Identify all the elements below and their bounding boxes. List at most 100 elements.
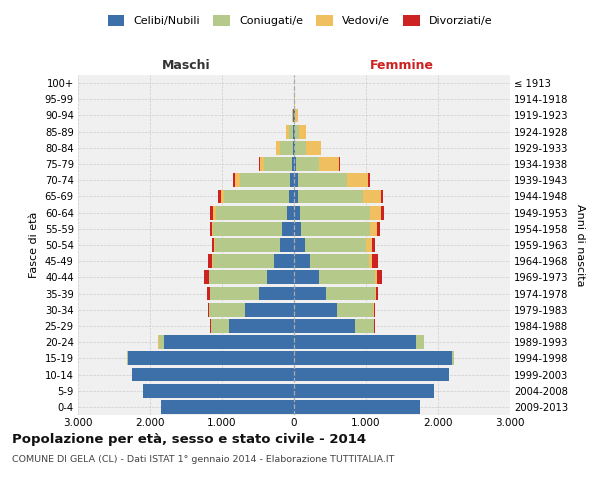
Bar xyxy=(294,190,298,203)
Bar xyxy=(294,400,420,414)
Bar xyxy=(280,238,294,252)
Bar xyxy=(294,254,310,268)
Bar xyxy=(377,222,380,235)
Bar xyxy=(294,384,434,398)
Bar xyxy=(416,336,424,349)
Bar xyxy=(224,190,289,203)
Bar xyxy=(208,254,212,268)
Bar xyxy=(214,206,216,220)
Bar xyxy=(294,222,301,235)
Bar xyxy=(295,108,298,122)
Bar xyxy=(370,206,381,220)
Bar xyxy=(347,174,368,187)
Bar xyxy=(274,254,294,268)
Bar xyxy=(164,336,294,349)
Bar xyxy=(368,174,370,187)
Bar xyxy=(233,174,235,187)
Bar xyxy=(128,352,294,365)
Bar xyxy=(215,238,280,252)
Bar xyxy=(292,108,293,122)
Bar xyxy=(377,270,382,284)
Bar xyxy=(214,222,283,235)
Bar xyxy=(132,368,294,382)
Bar xyxy=(294,174,298,187)
Bar xyxy=(207,286,210,300)
Bar xyxy=(208,303,209,316)
Bar xyxy=(326,286,376,300)
Bar xyxy=(299,125,306,138)
Bar xyxy=(376,270,377,284)
Bar xyxy=(366,238,372,252)
Bar xyxy=(289,190,294,203)
Bar xyxy=(298,190,363,203)
Bar xyxy=(209,270,266,284)
Bar xyxy=(211,286,259,300)
Bar xyxy=(212,222,214,235)
Bar xyxy=(293,141,294,154)
Bar xyxy=(294,303,337,316)
Legend: Celibi/Nubili, Coniugati/e, Vedovi/e, Divorziati/e: Celibi/Nubili, Coniugati/e, Vedovi/e, Di… xyxy=(103,10,497,30)
Bar xyxy=(376,286,378,300)
Bar xyxy=(370,222,377,235)
Bar xyxy=(294,336,416,349)
Bar xyxy=(293,125,294,138)
Bar xyxy=(295,125,299,138)
Bar xyxy=(294,108,295,122)
Bar xyxy=(292,157,294,171)
Bar xyxy=(286,125,289,138)
Bar xyxy=(211,319,229,333)
Bar xyxy=(294,157,296,171)
Bar xyxy=(209,303,245,316)
Bar xyxy=(287,206,294,220)
Bar xyxy=(372,238,376,252)
Bar xyxy=(216,206,287,220)
Bar xyxy=(290,174,294,187)
Bar xyxy=(161,400,294,414)
Bar xyxy=(295,141,306,154)
Bar xyxy=(301,222,370,235)
Bar xyxy=(266,270,294,284)
Bar xyxy=(229,319,294,333)
Text: Femmine: Femmine xyxy=(370,59,434,72)
Bar xyxy=(300,206,370,220)
Bar xyxy=(143,384,294,398)
Bar xyxy=(259,157,260,171)
Bar xyxy=(214,238,215,252)
Bar xyxy=(210,222,212,235)
Bar xyxy=(452,352,454,365)
Bar xyxy=(205,270,209,284)
Bar xyxy=(294,270,319,284)
Bar xyxy=(319,157,340,171)
Bar xyxy=(276,141,280,154)
Bar xyxy=(310,254,369,268)
Y-axis label: Fasce di età: Fasce di età xyxy=(29,212,39,278)
Bar xyxy=(373,254,378,268)
Bar xyxy=(363,190,381,203)
Bar xyxy=(381,206,384,220)
Bar xyxy=(212,254,274,268)
Bar xyxy=(319,270,376,284)
Bar xyxy=(305,238,366,252)
Bar xyxy=(127,352,128,365)
Bar xyxy=(294,125,295,138)
Bar xyxy=(259,286,294,300)
Bar xyxy=(294,141,295,154)
Bar xyxy=(260,157,265,171)
Bar xyxy=(240,174,290,187)
Bar xyxy=(373,303,374,316)
Bar xyxy=(369,254,373,268)
Bar xyxy=(306,141,320,154)
Bar xyxy=(210,206,214,220)
Bar xyxy=(296,157,319,171)
Text: Popolazione per età, sesso e stato civile - 2014: Popolazione per età, sesso e stato civil… xyxy=(12,432,366,446)
Bar xyxy=(294,286,326,300)
Y-axis label: Anni di nascita: Anni di nascita xyxy=(575,204,586,286)
Bar xyxy=(280,141,293,154)
Bar xyxy=(221,190,224,203)
Bar xyxy=(245,303,294,316)
Bar xyxy=(218,190,221,203)
Bar xyxy=(374,303,376,316)
Bar xyxy=(381,190,383,203)
Bar xyxy=(283,222,294,235)
Bar xyxy=(294,238,305,252)
